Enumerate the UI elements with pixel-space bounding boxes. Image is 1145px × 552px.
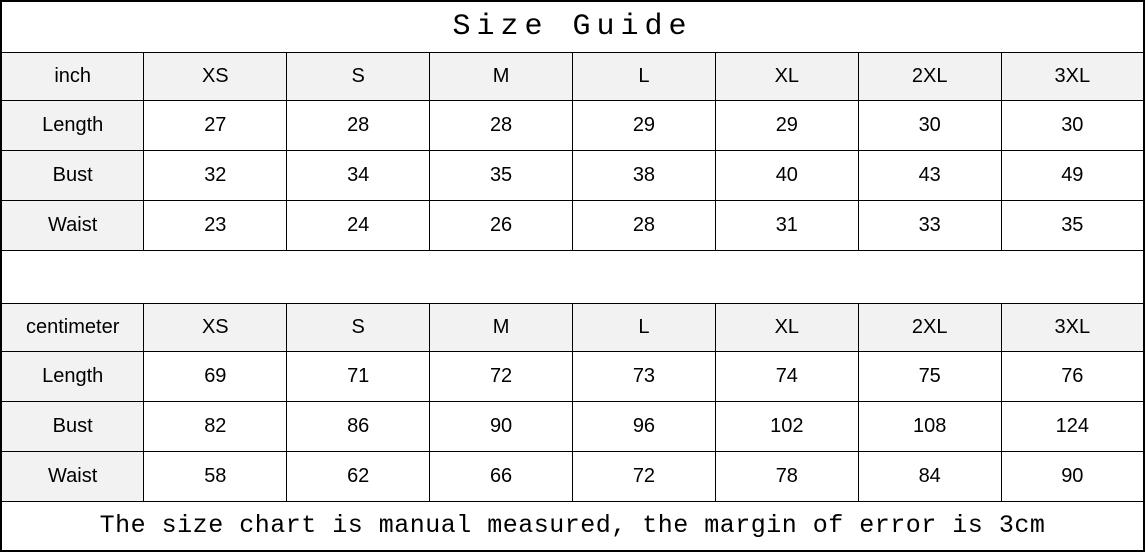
value-cell: 82	[143, 400, 288, 452]
centimeter-length-row: Length 69 71 72 73 74 75 76	[0, 350, 1145, 402]
value-cell: 33	[857, 200, 1002, 252]
value-cell: 58	[143, 450, 288, 502]
value-cell: 72	[429, 350, 573, 402]
size-header-xs: XS	[143, 52, 288, 102]
value-cell: 84	[857, 450, 1002, 502]
row-label: Bust	[0, 150, 145, 202]
value-cell: 35	[1000, 200, 1145, 252]
row-label: Bust	[0, 400, 145, 452]
value-cell: 102	[714, 400, 859, 452]
value-cell: 74	[714, 350, 859, 402]
value-cell: 78	[714, 450, 859, 502]
row-label: Waist	[0, 200, 145, 252]
value-cell: 29	[714, 100, 859, 152]
centimeter-waist-row: Waist 58 62 66 72 78 84 90	[0, 450, 1145, 502]
inch-header-row: inch XS S M L XL 2XL 3XL	[0, 52, 1145, 102]
size-header-s: S	[286, 52, 431, 102]
value-cell: 23	[143, 200, 288, 252]
size-header-m: M	[429, 302, 573, 352]
value-cell: 72	[572, 450, 716, 502]
value-cell: 75	[857, 350, 1002, 402]
value-cell: 38	[572, 150, 716, 202]
size-header-3xl: 3XL	[1000, 52, 1145, 102]
value-cell: 27	[143, 100, 288, 152]
value-cell: 76	[1000, 350, 1145, 402]
value-cell: 28	[286, 100, 431, 152]
page-title: Size Guide	[0, 0, 1145, 54]
size-header-l: L	[572, 52, 716, 102]
value-cell: 43	[857, 150, 1002, 202]
value-cell: 86	[286, 400, 431, 452]
size-header-l: L	[572, 302, 716, 352]
value-cell: 96	[572, 400, 716, 452]
value-cell: 90	[1000, 450, 1145, 502]
size-header-s: S	[286, 302, 431, 352]
value-cell: 32	[143, 150, 288, 202]
footer-note: The size chart is manual measured, the m…	[0, 500, 1145, 552]
value-cell: 62	[286, 450, 431, 502]
unit-label-inch: inch	[0, 52, 145, 102]
value-cell: 124	[1000, 400, 1145, 452]
row-label: Length	[0, 100, 145, 152]
title-row: Size Guide	[0, 0, 1145, 54]
inch-waist-row: Waist 23 24 26 28 31 33 35	[0, 200, 1145, 252]
value-cell: 71	[286, 350, 431, 402]
row-label: Waist	[0, 450, 145, 502]
value-cell: 29	[572, 100, 716, 152]
value-cell: 40	[714, 150, 859, 202]
value-cell: 66	[429, 450, 573, 502]
centimeter-header-row: centimeter XS S M L XL 2XL 3XL	[0, 302, 1145, 352]
inch-bust-row: Bust 32 34 35 38 40 43 49	[0, 150, 1145, 202]
value-cell: 28	[572, 200, 716, 252]
value-cell: 108	[857, 400, 1002, 452]
size-header-2xl: 2XL	[857, 302, 1002, 352]
value-cell: 90	[429, 400, 573, 452]
unit-label-centimeter: centimeter	[0, 302, 145, 352]
value-cell: 31	[714, 200, 859, 252]
value-cell: 49	[1000, 150, 1145, 202]
size-header-3xl: 3XL	[1000, 302, 1145, 352]
size-header-2xl: 2XL	[857, 52, 1002, 102]
value-cell: 28	[429, 100, 573, 152]
value-cell: 35	[429, 150, 573, 202]
size-header-xl: XL	[714, 302, 859, 352]
spacer-row	[0, 250, 1145, 304]
inch-length-row: Length 27 28 28 29 29 30 30	[0, 100, 1145, 152]
spacer-cell	[0, 250, 1145, 304]
row-label: Length	[0, 350, 145, 402]
value-cell: 69	[143, 350, 288, 402]
value-cell: 26	[429, 200, 573, 252]
size-header-xl: XL	[714, 52, 859, 102]
value-cell: 73	[572, 350, 716, 402]
value-cell: 24	[286, 200, 431, 252]
value-cell: 30	[857, 100, 1002, 152]
centimeter-bust-row: Bust 82 86 90 96 102 108 124	[0, 400, 1145, 452]
size-header-xs: XS	[143, 302, 288, 352]
footer-row: The size chart is manual measured, the m…	[0, 500, 1145, 552]
value-cell: 34	[286, 150, 431, 202]
value-cell: 30	[1000, 100, 1145, 152]
size-header-m: M	[429, 52, 573, 102]
